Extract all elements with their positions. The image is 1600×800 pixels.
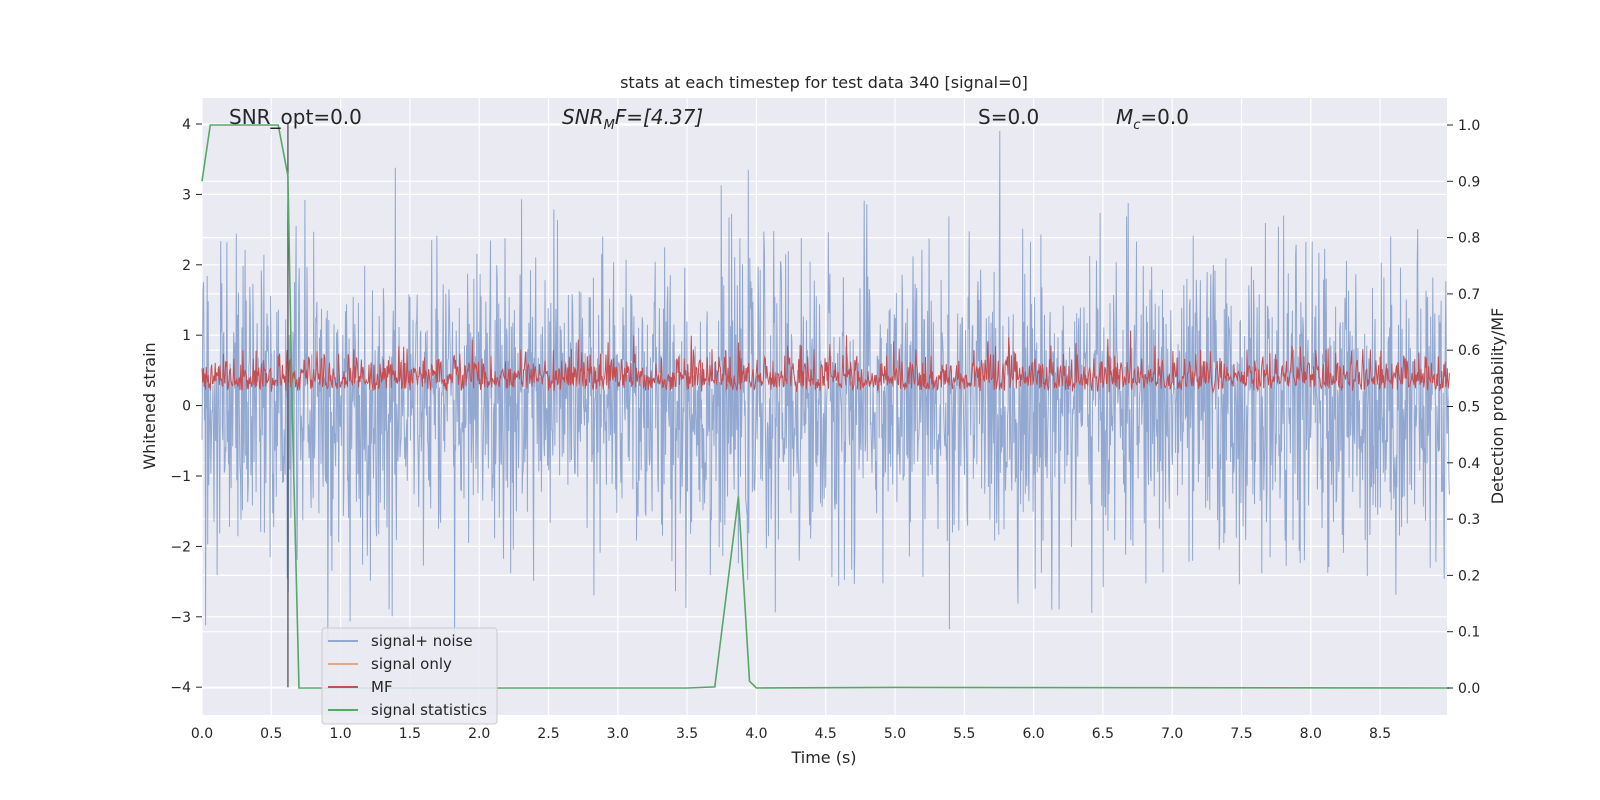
annotation-mc-sub: c (1133, 118, 1140, 133)
chart-title: stats at each timestep for test data 340… (620, 73, 1028, 92)
x-tick-label: 5.5 (953, 726, 975, 742)
y-tick-label: −4 (170, 680, 191, 696)
x-tick-label: 0.5 (260, 726, 282, 742)
x-tick-labels: 0.0 0.5 1.0 1.5 2.0 2.5 3.0 3.5 4.0 4.5 5.0 5.5 6.0 6… (191, 726, 1391, 742)
x-tick-label: 4.5 (815, 726, 837, 742)
y-tick-labels: 4 3 2 1 0 −1 −2 −3 −4 (170, 117, 202, 696)
legend-label-signal-noise: signal+ noise (371, 632, 473, 650)
x-axis-label: Time (s) (790, 748, 856, 767)
legend-label-signal-only: signal only (371, 655, 452, 673)
y-tick-label: −2 (170, 539, 191, 555)
y2-tick-label: 0.5 (1458, 400, 1480, 416)
x-tick-label: 6.0 (1022, 726, 1044, 742)
y2-tick-label: 0.6 (1458, 343, 1480, 359)
y2-tick-label: 0.2 (1458, 568, 1480, 584)
x-tick-label: 3.5 (676, 726, 698, 742)
y-tick-label: −3 (170, 610, 191, 626)
x-tick-label: 7.0 (1161, 726, 1183, 742)
annotation-mc: Mc=0.0 (1116, 105, 1189, 133)
legend-box (321, 627, 498, 725)
annotation-s: S=0.0 (978, 105, 1039, 129)
annotation-mc-main: M (1116, 105, 1133, 129)
y2-tick-label: 0.3 (1458, 512, 1480, 528)
y-axis-label: Whitened strain (140, 342, 159, 469)
y2-tick-label: 0.4 (1458, 456, 1480, 472)
y-tick-label: −1 (170, 469, 191, 485)
annotation-mc-rest: =0.0 (1140, 105, 1189, 129)
annotation-snr-opt: SNR_opt=0.0 (229, 105, 362, 129)
series-mf-line (201, 330, 1450, 394)
x-tick-label: 8.5 (1369, 726, 1391, 742)
legend: signal+ noise signal only MF signal stat… (321, 627, 498, 725)
y2-tick-label: 0.7 (1458, 287, 1480, 303)
annotation-snr-mf-rest: F=[4.37] (615, 105, 703, 129)
series-signal-noise-line (201, 130, 1450, 644)
x-tick-label: 1.0 (329, 726, 351, 742)
y2-tick-labels: 1.0 0.9 0.8 0.7 0.6 0.5 0.4 0.3 0.2 0.1 0.0 (1447, 118, 1480, 697)
legend-label-mf: MF (371, 678, 393, 696)
y2-tick-label: 0.1 (1458, 625, 1480, 641)
x-tick-label: 7.5 (1230, 726, 1252, 742)
x-tick-label: 8.0 (1300, 726, 1322, 742)
y-tick-label: 4 (182, 117, 191, 133)
y2-tick-label: 0.9 (1458, 174, 1480, 190)
y-tick-label: 3 (182, 187, 191, 203)
y2-tick-label: 0.8 (1458, 231, 1480, 247)
y-tick-label: 0 (182, 399, 191, 415)
legend-label-signal-statistics: signal statistics (371, 701, 487, 719)
x-tick-label: 1.5 (399, 726, 421, 742)
x-tick-label: 5.0 (884, 726, 906, 742)
x-tick-label: 3.0 (607, 726, 629, 742)
y2-axis-label: Detection probability/MF (1488, 308, 1507, 505)
annotation-snr-mf-sub: M (604, 118, 615, 133)
x-tick-label: 2.0 (468, 726, 490, 742)
y2-tick-label: 0.0 (1458, 681, 1480, 697)
x-tick-label: 6.5 (1092, 726, 1114, 742)
x-tick-label: 2.5 (537, 726, 559, 742)
x-tick-label: 4.0 (745, 726, 767, 742)
x-tick-label: 0.0 (191, 726, 213, 742)
annotation-snr-mf: SNRMF=[4.37] (562, 105, 703, 133)
annotation-snr-mf-main: SNR (562, 105, 604, 129)
y-tick-label: 2 (182, 258, 191, 274)
y-tick-label: 1 (182, 328, 191, 344)
y2-tick-label: 1.0 (1458, 118, 1480, 134)
